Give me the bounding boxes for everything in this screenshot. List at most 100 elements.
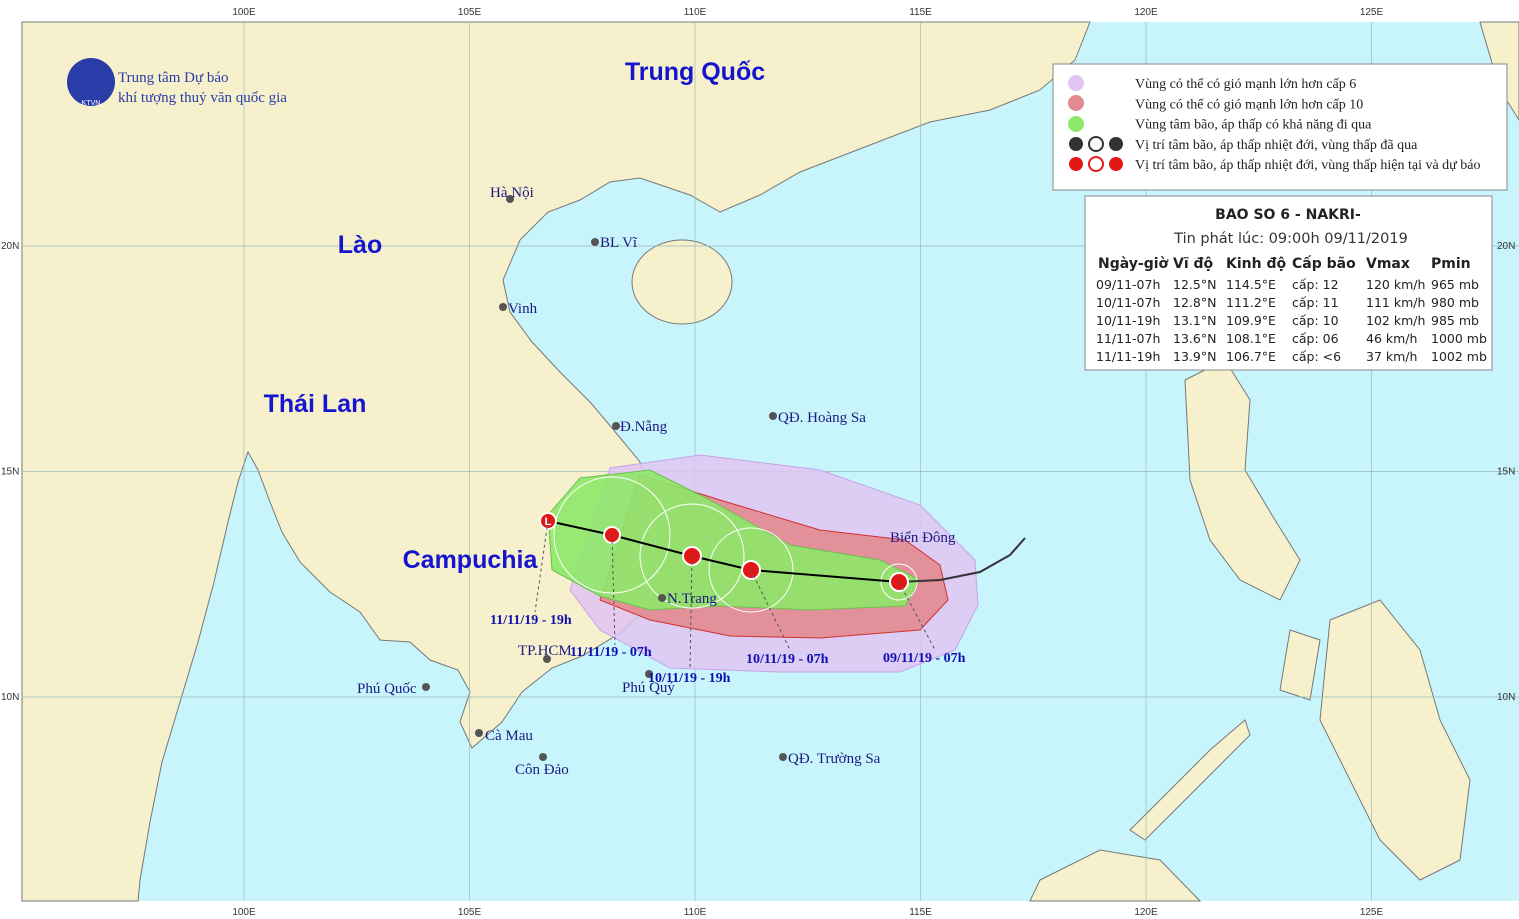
- lon-label: 125E: [1360, 907, 1384, 918]
- bulletin-box: [1084, 195, 1493, 371]
- graticule: 100E 100E 105E 105E 110E 110E 115E 115E 120E 120E…: [1, 7, 1519, 918]
- logo: [67, 58, 115, 106]
- table-header: Vĩ độ: [1173, 256, 1214, 272]
- legend-swatch: [1068, 95, 1084, 111]
- lon-label: 110E: [684, 7, 707, 18]
- lat-label: 20N: [1, 241, 19, 252]
- table-cell: 10/11-07h: [1096, 295, 1160, 310]
- table-header: Vmax: [1366, 256, 1410, 272]
- table-cell: 111.2°E: [1226, 295, 1276, 310]
- bulletin-issued: Tin phát lúc: 09:00h 09/11/2019: [1173, 231, 1408, 247]
- lon-label: 125E: [1360, 7, 1384, 18]
- table-cell: 965 mb: [1431, 277, 1479, 292]
- table-header: Pmin: [1431, 256, 1471, 272]
- place-label: QĐ. Hoàng Sa: [778, 410, 866, 426]
- place-dot: [591, 238, 599, 246]
- legend-box: [1052, 63, 1508, 191]
- country-label: Trung Quốc: [625, 58, 765, 86]
- lon-label: 115E: [909, 7, 932, 18]
- table-cell: 985 mb: [1431, 313, 1479, 328]
- place-label: Biển Đông: [890, 530, 956, 546]
- bulletin-title: BAO SO 6 - NAKRI-: [1215, 207, 1361, 223]
- table-cell: 120 km/h: [1366, 277, 1425, 292]
- table-cell: 12.8°N: [1173, 295, 1216, 310]
- legend-entry: Vùng có thể có gió mạnh lớn hơn cấp 10: [1135, 97, 1363, 112]
- table-cell: 1000 mb: [1431, 331, 1487, 346]
- table-cell: 108.1°E: [1226, 331, 1276, 346]
- table-cell: cấp: 10: [1292, 313, 1339, 328]
- logo-text: KTVN: [82, 100, 101, 107]
- table-cell: 13.1°N: [1173, 313, 1216, 328]
- table-cell: 114.5°E: [1226, 277, 1276, 292]
- place-dot: [612, 422, 620, 430]
- lon-label: 105E: [458, 7, 482, 18]
- table-header: Kinh độ: [1226, 256, 1286, 272]
- table-header: Ngày-giờ: [1098, 256, 1169, 272]
- place-dot: [658, 594, 666, 602]
- track-time-label: 10/11/19 - 07h: [746, 652, 829, 667]
- legend-entry: Vị trí tâm bão, áp thấp nhiệt đới, vùng …: [1135, 138, 1418, 153]
- lon-label: 110E: [684, 907, 707, 918]
- past-track: [898, 537, 1026, 583]
- table-cell: 111 km/h: [1366, 295, 1425, 310]
- table-cell: 109.9°E: [1226, 313, 1276, 328]
- table-cell: cấp: <6: [1292, 349, 1341, 364]
- place-dot: [506, 195, 514, 203]
- zone-center-path: [547, 469, 921, 611]
- legend-entry: Vùng tâm bão, áp thấp có khả năng đi qua: [1135, 118, 1372, 133]
- table-cell: 09/11-07h: [1096, 277, 1160, 292]
- place-label: Phú Quý: [622, 680, 675, 696]
- org-line: khí tượng thuỷ văn quốc gia: [118, 90, 287, 106]
- place-label: QĐ. Trường Sa: [788, 751, 881, 767]
- table-cell: 13.9°N: [1173, 349, 1216, 364]
- lat-label: 20N: [1497, 241, 1515, 252]
- table-cell: cấp: 11: [1292, 295, 1339, 310]
- table-cell: 46 km/h: [1366, 331, 1417, 346]
- place-label: Phú Quốc: [357, 681, 417, 697]
- track-time-label: 10/11/19 - 19h: [648, 671, 731, 686]
- table-cell: 13.6°N: [1173, 331, 1216, 346]
- country-label: Thái Lan: [264, 390, 367, 418]
- table-cell: 11/11-07h: [1096, 331, 1160, 346]
- place-dot: [475, 729, 483, 737]
- table-header: Cấp bão: [1292, 255, 1356, 272]
- place-label: TP.HCM: [518, 643, 572, 659]
- place-label: Đ.Nẵng: [620, 419, 668, 435]
- lat-label: 15N: [1, 467, 19, 478]
- lat-label: 10N: [1497, 692, 1515, 703]
- lat-label: 15N: [1497, 467, 1515, 478]
- track-time-label: 11/11/19 - 19h: [490, 613, 572, 628]
- legend-swatch: [1068, 75, 1084, 91]
- lon-label: 105E: [458, 907, 482, 918]
- lon-label: 100E: [232, 907, 256, 918]
- table-cell: 11/11-19h: [1096, 349, 1160, 364]
- country-label: Campuchia: [403, 546, 539, 574]
- place-dot: [645, 670, 653, 678]
- place-dot: [422, 683, 430, 691]
- track-time-label: 11/11/19 - 07h: [570, 645, 652, 660]
- lon-label: 115E: [909, 907, 932, 918]
- place-label: Cà Mau: [485, 728, 533, 744]
- place-dot: [779, 753, 787, 761]
- lon-label: 100E: [232, 7, 256, 18]
- legend: Vùng có thể có gió mạnh lớn hơn cấp 6 Vùn…: [1135, 77, 1480, 173]
- places: Hà Nội BL Vĩ Vinh Đ.Nẵng QĐ. Hoàng Sa N.Trang…: [357, 185, 956, 778]
- place-dot: [499, 303, 507, 311]
- table-cell: 102 km/h: [1366, 313, 1425, 328]
- table-cell: 980 mb: [1431, 295, 1479, 310]
- table-cell: 1002 mb: [1431, 349, 1487, 364]
- table-cell: 10/11-19h: [1096, 313, 1160, 328]
- track-labels: 11/11/19 - 19h 11/11/19 - 07h 10/11/19 - 1…: [490, 613, 966, 686]
- table-cell: 106.7°E: [1226, 349, 1276, 364]
- bulletin-table: Ngày-giờ Vĩ độ Kinh độ Cấp bão Vmax Pmin 09/11…: [1096, 255, 1487, 364]
- place-dot: [769, 412, 777, 420]
- legend-icons: [1069, 136, 1123, 172]
- track-ticks: [534, 520, 936, 671]
- legend-entry: Vùng có thể có gió mạnh lớn hơn cấp 6: [1135, 77, 1356, 92]
- place-label: BL Vĩ: [600, 235, 638, 251]
- table-cell: cấp: 12: [1292, 277, 1339, 292]
- lat-label: 10N: [1, 692, 19, 703]
- place-label: Vinh: [508, 301, 538, 317]
